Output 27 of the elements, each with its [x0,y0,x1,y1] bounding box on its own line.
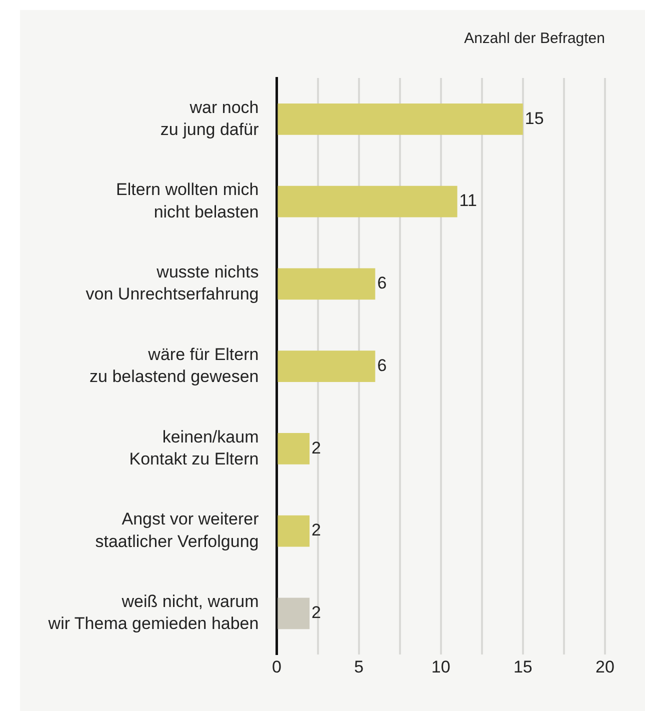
data-label: 2 [312,603,322,622]
y-tick-label: Eltern wollten mich nicht belasten [116,180,259,222]
y-tick-label: wäre für Eltern zu belastend gewesen [90,344,259,386]
bar [278,433,310,464]
y-tick-label: Angst vor weiterer staatlicher Verfolgung [95,510,260,551]
x-tick-label: 20 [596,657,614,676]
bar [278,186,458,218]
y-tick-label: war noch zu jung dafür [160,98,260,139]
y-tick-label: weiß nicht, warum wir Thema gemieden haben [47,592,259,634]
bar [278,515,310,547]
bar [278,598,310,630]
x-tick-label: 10 [431,657,450,676]
x-tick-label: 5 [354,657,364,676]
y-tick-label: wusste nichts von Unrechtserfahrung [86,262,259,304]
y-tick-label: keinen/kaum Kontakt zu Eltern [129,427,259,468]
bar [278,268,376,300]
data-label: 15 [524,108,544,128]
bar [278,104,523,135]
x-tick-label: 0 [272,657,282,676]
data-label: 11 [459,191,477,210]
x-tick-label: 15 [513,657,532,676]
data-label: 2 [312,438,322,458]
x-axis-title: Anzahl der Befragten [464,30,605,48]
data-label: 6 [377,356,387,375]
data-label: 2 [312,520,322,540]
data-label: 6 [377,274,387,293]
bar [278,350,376,382]
